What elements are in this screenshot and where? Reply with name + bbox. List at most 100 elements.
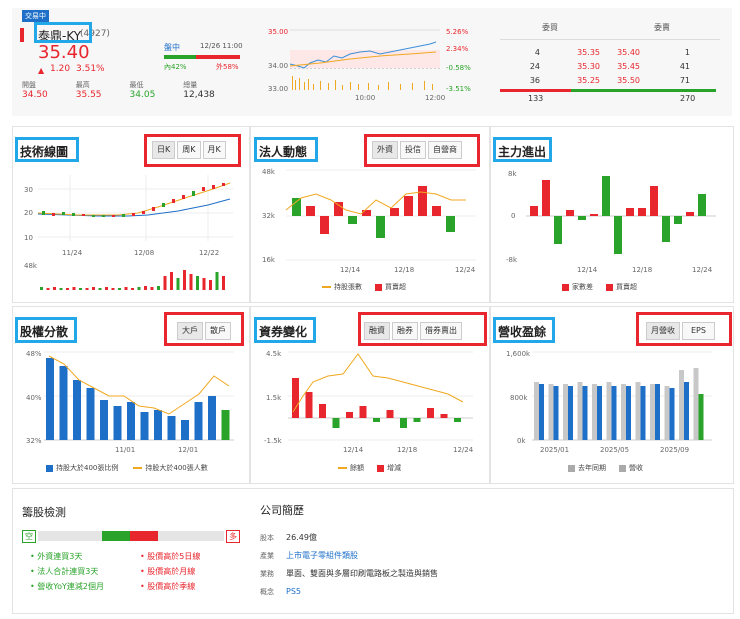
tab-short-sale[interactable]: 融券 — [392, 322, 418, 340]
tab-investment-trust[interactable]: 投信 — [400, 141, 426, 159]
margin-x-label: 12/24 — [453, 446, 474, 454]
equity-chart[interactable] — [44, 351, 234, 442]
main-force-chart[interactable] — [526, 172, 716, 264]
bear-label: 空 — [22, 530, 36, 543]
revenue-bar — [684, 382, 689, 440]
intraday-y-left: 33.00 — [268, 85, 289, 93]
revenue-y-label: 800k — [510, 394, 528, 402]
volume-bar — [46, 288, 50, 290]
stats-row: 開盤 34.50 最高 35.55 最低 34.05 總量 12,438 — [22, 80, 252, 100]
inst-y-label: 48k — [262, 168, 275, 176]
sell-qty: 71 — [679, 76, 690, 85]
revenue-title: 營收盈餘 — [498, 325, 547, 339]
revenue-prev-bar — [664, 386, 670, 440]
sentiment-green — [102, 531, 130, 541]
buy-price: 35.25 — [577, 76, 600, 85]
volume-bar — [92, 287, 95, 290]
main-force-bar — [698, 194, 706, 216]
bull-signal: • 營收YoY連減2個月 — [30, 582, 104, 591]
tab-weekly-k[interactable]: 周K — [177, 141, 201, 159]
stat-label: 總量 — [183, 81, 198, 89]
intraday-x-label: 12:00 — [425, 94, 446, 102]
main-force-y-label: 8k — [508, 170, 517, 178]
order-book-row: 24 35.30 35.45 41 — [500, 60, 720, 74]
revenue-legend: 去年同期 營收 — [568, 463, 643, 473]
inst-bar — [432, 206, 441, 216]
equity-tabs-highlight — [164, 312, 244, 346]
legend-swatch — [606, 283, 613, 291]
margin-y-label: 4.5k — [266, 350, 282, 358]
signal-text: 股價高於季線 — [147, 582, 196, 591]
revenue-bar — [669, 388, 675, 440]
revenue-prev-bar — [577, 382, 583, 440]
candle-icon — [20, 28, 24, 42]
tab-foreign[interactable]: 外資 — [372, 141, 398, 159]
margin-type-tabs: 融資 融券 借券賣出 — [364, 322, 464, 340]
stat-volume: 總量 12,438 — [183, 80, 215, 100]
inst-chart[interactable] — [285, 169, 476, 262]
revenue-bar — [655, 384, 660, 440]
main-force-title: 主力進出 — [498, 145, 547, 159]
margin-balance-line — [292, 353, 464, 413]
signal-text: 股價高於月線 — [147, 567, 196, 576]
order-book: 委買 委賣 4 35.35 35.40 1 24 35.30 35.45 41 36 35.25 3… — [500, 22, 720, 103]
industry-link[interactable]: 上市電子零組件類股 — [286, 551, 358, 560]
bear-signal: • 股價高於季線 — [140, 582, 196, 591]
tab-margin-purchase[interactable]: 融資 — [364, 322, 390, 340]
main-force-legend: 家數差 買賣超 — [562, 282, 637, 292]
main-force-bar — [638, 208, 646, 216]
tab-major-holders[interactable]: 大戶 — [177, 322, 203, 340]
tech-kline-chart[interactable] — [37, 175, 233, 245]
volume-bar — [176, 278, 180, 290]
company-info: 股本 26.49億 產業 上市電子零組件類股 業務 單面、雙面與多層印刷電路板之製造與… — [260, 529, 438, 601]
change-value: 1.20 — [50, 64, 71, 74]
volume-bar — [53, 287, 56, 290]
margin-title: 資券變化 — [259, 325, 308, 339]
equity-bar — [127, 402, 135, 440]
margin-legend: 餘額 增減 — [338, 463, 401, 473]
tab-eps[interactable]: EPS — [682, 322, 715, 340]
margin-chart[interactable] — [288, 351, 473, 442]
concept-link[interactable]: PS5 — [286, 587, 301, 596]
inst-bar — [334, 202, 343, 216]
tab-securities-lending[interactable]: 借券賣出 — [420, 322, 462, 340]
sentiment-red — [130, 531, 158, 541]
order-book-rows: 4 35.35 35.40 1 24 35.30 35.45 41 36 35.25 35.50 71 — [500, 46, 720, 88]
equity-bar — [221, 410, 230, 440]
margin-bar — [454, 418, 461, 422]
tab-monthly-revenue[interactable]: 月營收 — [646, 322, 680, 340]
volume-bar — [202, 278, 206, 290]
legend-label: 持股張數 — [334, 283, 362, 291]
stock-name[interactable]: 泰鼎-KY — [38, 29, 82, 43]
inst-x-label: 12/24 — [455, 266, 476, 274]
tab-monthly-k[interactable]: 月K — [202, 141, 226, 159]
tech-y-label: 30 — [24, 186, 33, 194]
equity-bar — [59, 366, 68, 440]
legend-label: 增減 — [387, 464, 401, 472]
volume-bar — [170, 272, 173, 290]
buy-price: 35.35 — [577, 48, 600, 57]
revenue-bar — [582, 386, 588, 440]
revenue-tabs-highlight — [636, 312, 732, 346]
tech-y-label: 20 — [24, 209, 33, 217]
tab-daily-k[interactable]: 日K — [152, 141, 176, 159]
bull-label: 多 — [226, 530, 240, 543]
equity-bar — [167, 416, 176, 440]
revenue-prev-bar — [650, 384, 655, 440]
company-title: 公司簡歷 — [260, 504, 304, 517]
volume-bar — [222, 276, 225, 290]
main-force-title-highlight — [493, 137, 552, 162]
margin-x-label: 12/18 — [397, 446, 418, 454]
legend-label: 餘額 — [350, 464, 364, 472]
inst-bar — [306, 206, 315, 216]
legend-line-swatch — [133, 467, 143, 469]
tab-retail-holders[interactable]: 散戶 — [205, 322, 231, 340]
legend-label: 持股大於400張比例 — [56, 464, 119, 472]
change-arrow: ▲ — [38, 66, 45, 75]
revenue-chart[interactable] — [532, 351, 712, 442]
margin-bar — [373, 418, 380, 422]
tab-dealer[interactable]: 自營商 — [428, 141, 462, 159]
volume-bar — [66, 288, 69, 290]
buy-qty: 36 — [529, 76, 540, 85]
trading-badge: 交易中 — [22, 10, 49, 22]
